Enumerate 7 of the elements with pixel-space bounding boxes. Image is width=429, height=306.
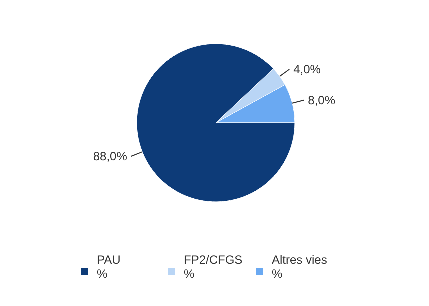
legend-label: PAU % [97, 253, 121, 281]
pie-slice [136, 44, 296, 202]
data-label: 88,0% [93, 150, 128, 164]
data-label: 4,0% [294, 62, 322, 77]
legend-label: Altres vies % [272, 253, 328, 281]
data-label: 8,0% [308, 93, 336, 108]
legend-label: FP2/CFGS % [184, 253, 243, 281]
